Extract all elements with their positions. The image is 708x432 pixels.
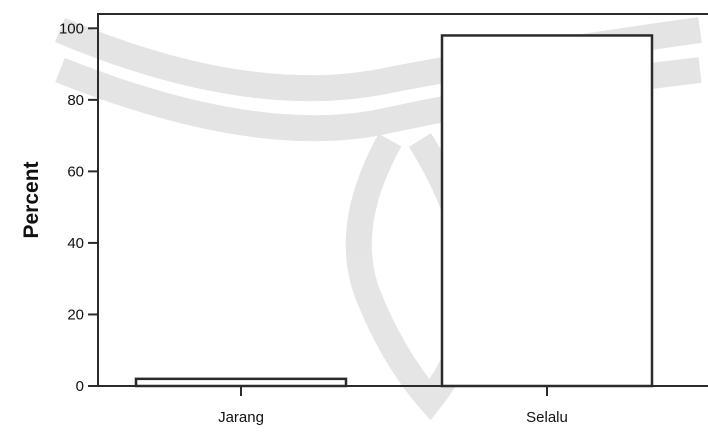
y-tick-label: 80 (67, 92, 84, 109)
y-axis: 0 20 40 60 80 100 (59, 20, 98, 395)
x-axis: Jarang Selalu (218, 386, 568, 426)
y-tick-label: 40 (67, 235, 84, 252)
y-tick-label: 100 (59, 20, 84, 37)
bar-jarang (134, 377, 348, 388)
y-axis-title: Percent (20, 161, 43, 238)
bars (134, 34, 654, 388)
y-tick-label: 60 (67, 163, 84, 180)
x-tick-label: Jarang (218, 409, 264, 426)
y-tick-label: 20 (67, 306, 84, 323)
plot-area-frame (97, 13, 708, 387)
bar-selalu (440, 34, 654, 388)
x-tick-label: Selalu (526, 409, 568, 426)
y-tick-label: 0 (76, 378, 84, 395)
